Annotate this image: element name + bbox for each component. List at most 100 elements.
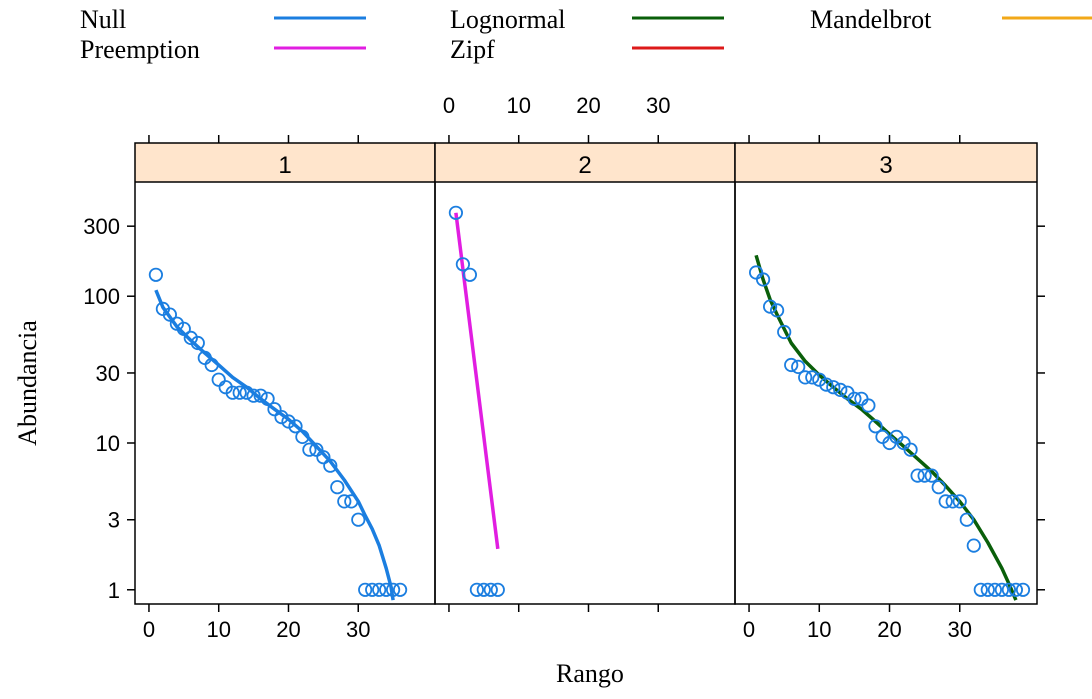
data-point xyxy=(295,429,310,444)
fit-line-lognormal xyxy=(754,254,1018,601)
legend-label: Preemption xyxy=(80,35,200,64)
strip-label: 1 xyxy=(278,152,291,179)
data-point xyxy=(365,582,380,597)
data-point xyxy=(392,582,408,597)
data-point xyxy=(798,370,813,385)
data-point xyxy=(176,321,191,336)
data-point xyxy=(791,359,806,374)
data-point xyxy=(819,377,834,392)
data-point xyxy=(980,582,995,597)
panel-3: 3 xyxy=(734,142,1038,605)
data-point xyxy=(784,357,799,373)
data-point xyxy=(455,257,470,272)
y-axis-label: Abundancia xyxy=(13,320,42,446)
data-point xyxy=(952,494,967,509)
data-point xyxy=(323,458,338,473)
data-point xyxy=(777,324,792,340)
y-tick-label: 3 xyxy=(108,508,120,533)
data-point xyxy=(281,414,296,429)
x-tick-label-top: 0 xyxy=(443,93,455,118)
data-point xyxy=(476,582,491,597)
data-point xyxy=(344,494,359,509)
data-point xyxy=(162,307,177,322)
data-point xyxy=(994,582,1010,597)
data-point xyxy=(274,409,289,425)
x-tick-label: 20 xyxy=(276,617,300,642)
panel-2: 2 xyxy=(434,142,736,605)
data-point xyxy=(211,372,226,387)
y-tick-label: 30 xyxy=(96,361,120,386)
data-point xyxy=(330,480,345,495)
data-point xyxy=(260,391,275,406)
legend-label: Mandelbrot xyxy=(810,5,932,34)
data-point xyxy=(966,538,981,553)
panel-frame xyxy=(734,142,1038,605)
y-tick-label: 10 xyxy=(96,431,120,456)
strip-background xyxy=(735,143,1037,182)
legend-label: Null xyxy=(80,5,126,34)
x-tick-label: 30 xyxy=(346,617,370,642)
data-point xyxy=(861,398,876,413)
data-point xyxy=(812,372,827,387)
strip-background xyxy=(135,143,435,182)
panel-frame xyxy=(434,142,736,605)
y-tick-label: 100 xyxy=(83,284,120,309)
x-tick-label: 0 xyxy=(143,617,155,642)
panel-1: 1 xyxy=(134,142,436,605)
data-point xyxy=(987,582,1003,597)
data-point xyxy=(924,468,939,483)
data-point xyxy=(762,299,778,314)
data-point xyxy=(246,388,261,403)
x-tick-label-top: 30 xyxy=(646,93,670,118)
panels: 1 2 3 xyxy=(134,142,1038,605)
data-point xyxy=(1015,582,1031,597)
x-tick-label: 10 xyxy=(807,617,831,642)
fit-line-preemption xyxy=(454,212,500,550)
data-point xyxy=(204,357,219,373)
data-point xyxy=(351,512,366,527)
data-point xyxy=(358,582,373,597)
x-tick-label: 0 xyxy=(743,617,755,642)
data-point xyxy=(1008,582,1024,597)
data-point xyxy=(938,494,953,509)
x-tick-label-top: 10 xyxy=(506,93,530,118)
legend-label: Zipf xyxy=(450,35,495,64)
data-point xyxy=(302,442,317,457)
x-tick-label: 10 xyxy=(206,617,230,642)
data-point xyxy=(316,450,331,465)
data-point xyxy=(253,388,268,403)
y-tick-label: 300 xyxy=(83,214,120,239)
data-point xyxy=(910,468,925,483)
data-point xyxy=(448,205,463,220)
data-point xyxy=(483,582,498,597)
data-point xyxy=(337,494,352,509)
data-point xyxy=(239,385,254,400)
data-point xyxy=(148,267,163,282)
data-point xyxy=(462,267,477,282)
data-point xyxy=(372,582,387,597)
data-point xyxy=(1001,582,1017,597)
data-point xyxy=(945,494,960,509)
data-point xyxy=(267,402,282,417)
x-tick-label: 30 xyxy=(948,617,972,642)
strip-label: 2 xyxy=(578,152,591,179)
data-point xyxy=(826,380,841,395)
data-point xyxy=(225,385,240,400)
data-point xyxy=(959,512,974,527)
data-point xyxy=(833,382,848,397)
data-point xyxy=(385,582,401,597)
x-tick-label-top: 20 xyxy=(576,93,600,118)
fit-line-null xyxy=(154,289,395,601)
data-point xyxy=(868,419,883,434)
panel-frame xyxy=(134,142,436,605)
data-point xyxy=(769,303,785,318)
data-point xyxy=(847,391,862,406)
data-point xyxy=(917,468,932,483)
data-point xyxy=(288,419,303,434)
data-point xyxy=(755,272,771,287)
data-point xyxy=(973,582,988,597)
data-point xyxy=(379,582,394,597)
